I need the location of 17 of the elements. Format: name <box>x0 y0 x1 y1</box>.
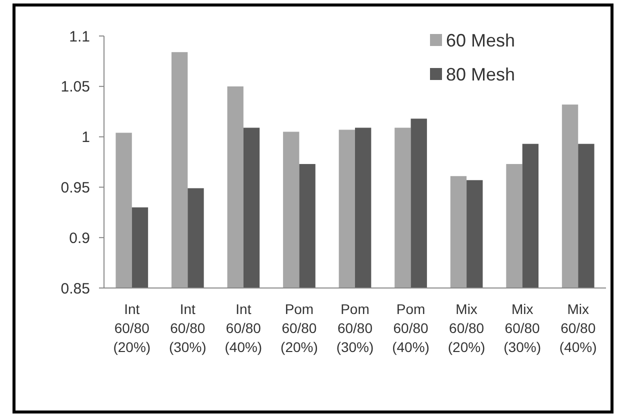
legend-label: 80 Mesh <box>446 64 516 84</box>
y-tick-label: 0.95 <box>60 179 90 196</box>
x-tick-label: Pom 60/80 (20%) <box>280 301 318 355</box>
y-tick-label: 1 <box>82 129 90 146</box>
x-tick-label: Int 60/80 (20%) <box>113 301 151 355</box>
y-tick-label: 1.1 <box>69 28 90 46</box>
x-tick-label: Mix 60/80 (20%) <box>448 301 486 355</box>
x-tick-label: Pom 60/80 (30%) <box>336 301 374 355</box>
legend-label: 60 Mesh <box>446 30 516 50</box>
x-tick-label: Mix 60/80 (30%) <box>504 301 542 355</box>
y-tick-label: 0.85 <box>60 280 90 298</box>
x-tick-label: Pom 60/80 (40%) <box>392 301 430 355</box>
x-tick-label: Int 60/80 (40%) <box>224 301 262 355</box>
x-tick-label: Int 60/80 (30%) <box>168 301 206 355</box>
y-tick-label: 0.9 <box>69 230 90 247</box>
x-tick-label: Mix 60/80 (40%) <box>559 301 597 355</box>
y-tick-label: 1.05 <box>60 78 90 96</box>
